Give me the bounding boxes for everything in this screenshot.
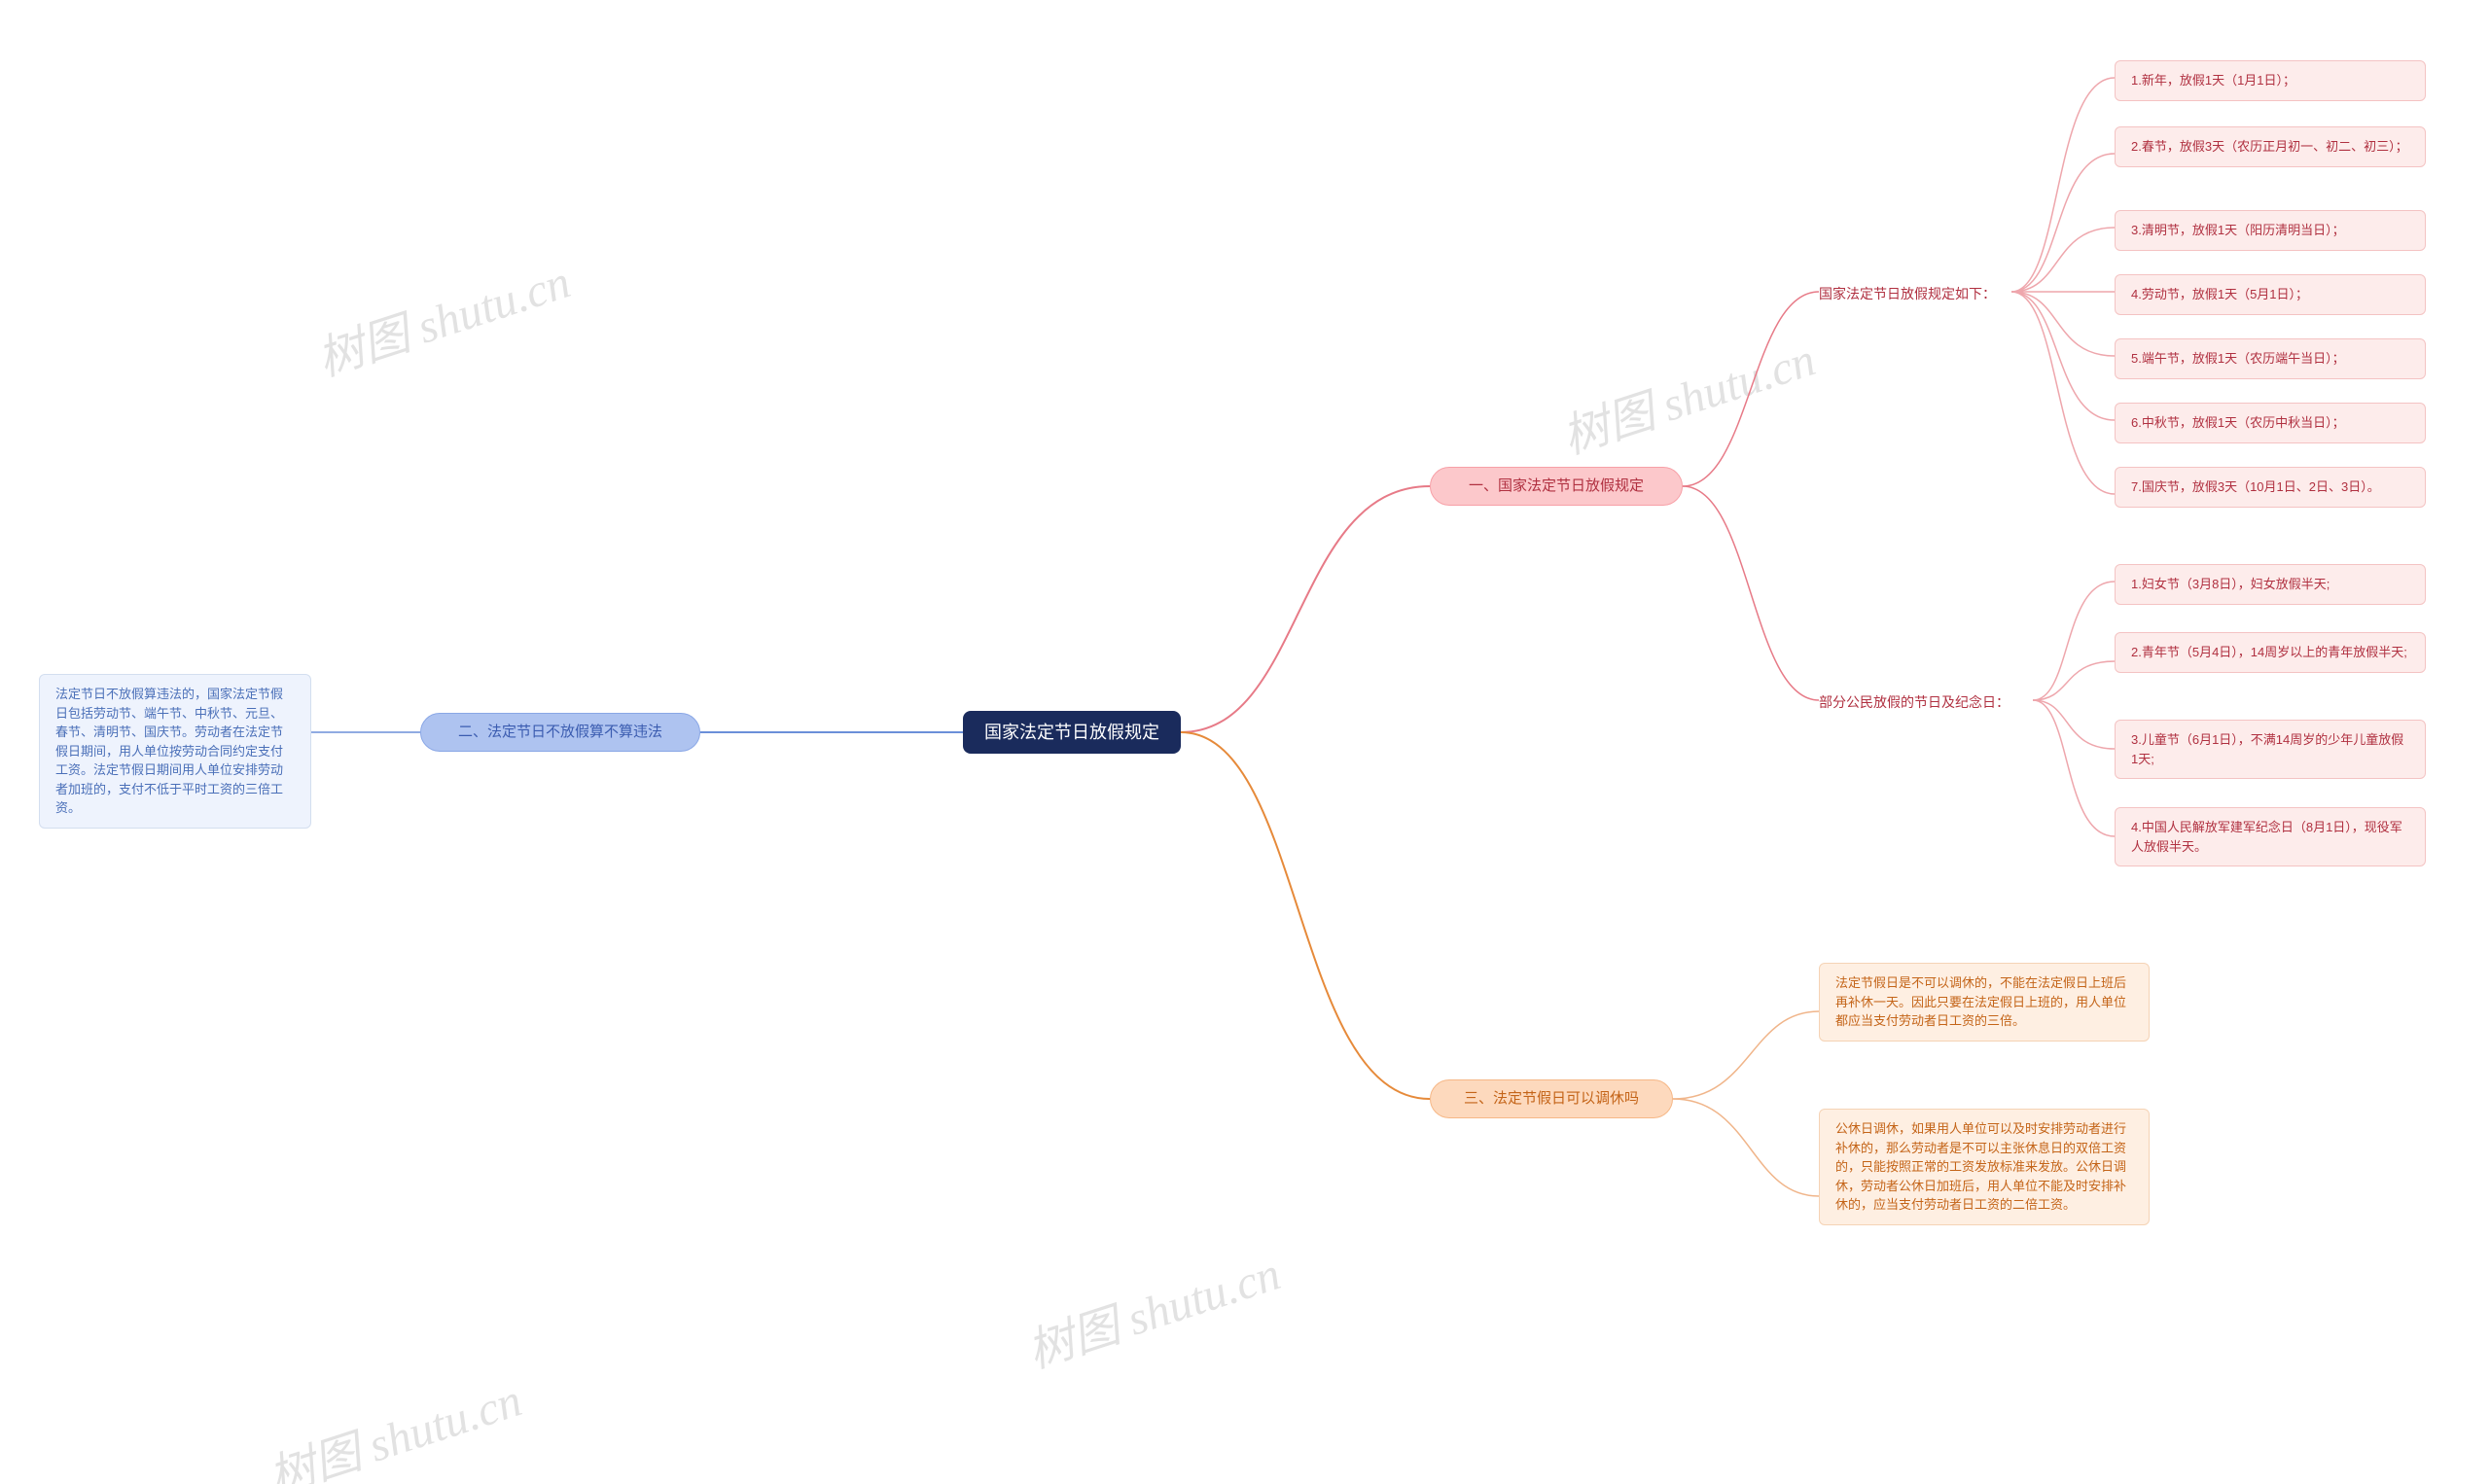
- branch-1[interactable]: 一、国家法定节日放假规定: [1430, 467, 1683, 506]
- s2-leaf-4: 4.中国人民解放军建军纪念日（8月1日），现役军人放假半天。: [2115, 807, 2426, 866]
- branch-3-leaf-1: 法定节假日是不可以调休的，不能在法定假日上班后再补休一天。因此只要在法定假日上班…: [1819, 963, 2150, 1042]
- s2-leaf-1: 1.妇女节（3月8日），妇女放假半天;: [2115, 564, 2426, 605]
- root-node[interactable]: 国家法定节日放假规定: [963, 711, 1181, 754]
- branch-2[interactable]: 二、法定节日不放假算不算违法: [420, 713, 700, 752]
- s2-leaf-3: 3.儿童节（6月1日），不满14周岁的少年儿童放假1天;: [2115, 720, 2426, 779]
- watermark: 树图 shutu.cn: [1552, 321, 1823, 467]
- branch-3-leaf-2: 公休日调休，如果用人单位可以及时安排劳动者进行补休的，那么劳动者是不可以主张休息…: [1819, 1109, 2150, 1225]
- s1-leaf-2: 2.春节，放假3天（农历正月初一、初二、初三）；: [2115, 126, 2426, 167]
- branch-3[interactable]: 三、法定节假日可以调休吗: [1430, 1079, 1673, 1118]
- s1-leaf-7: 7.国庆节，放假3天（10月1日、2日、3日）。: [2115, 467, 2426, 508]
- branch-1-sub-2: 部分公民放假的节日及纪念日：: [1819, 689, 2010, 717]
- watermark: 树图 shutu.cn: [259, 1361, 529, 1484]
- mindmap-canvas: { "root": {"label":"国家法定节日放假规定"}, "water…: [0, 0, 2490, 1484]
- s2-leaf-2: 2.青年节（5月4日），14周岁以上的青年放假半天;: [2115, 632, 2426, 673]
- s1-leaf-3: 3.清明节，放假1天（阳历清明当日）；: [2115, 210, 2426, 251]
- watermark: 树图 shutu.cn: [1017, 1235, 1288, 1381]
- s1-leaf-1: 1.新年，放假1天（1月1日）；: [2115, 60, 2426, 101]
- s1-leaf-5: 5.端午节，放假1天（农历端午当日）；: [2115, 338, 2426, 379]
- s1-leaf-6: 6.中秋节，放假1天（农历中秋当日）；: [2115, 403, 2426, 443]
- watermark: 树图 shutu.cn: [307, 243, 578, 389]
- branch-1-sub-1: 国家法定节日放假规定如下：: [1819, 280, 1996, 308]
- s1-leaf-4: 4.劳动节，放假1天（5月1日）；: [2115, 274, 2426, 315]
- branch-2-leaf: 法定节日不放假算违法的，国家法定节假日包括劳动节、端午节、中秋节、元旦、春节、清…: [39, 674, 311, 829]
